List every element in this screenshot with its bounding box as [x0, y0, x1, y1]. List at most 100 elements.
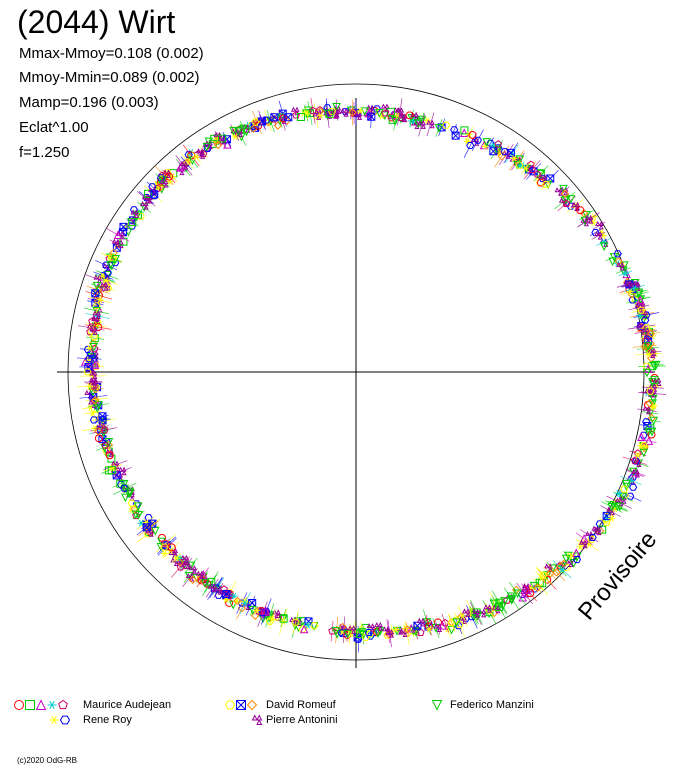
error-bar: [591, 231, 606, 240]
legend-marker: [59, 715, 71, 725]
data-point: [91, 289, 100, 298]
data-point: [385, 629, 395, 638]
data-point: [200, 579, 210, 588]
error-bar: [92, 427, 118, 434]
error-bar: [469, 606, 479, 624]
data-point: [392, 626, 400, 633]
data-point: [90, 333, 99, 341]
data-point: [105, 451, 114, 460]
axes: [57, 98, 655, 668]
error-bar: [641, 332, 661, 336]
error-bar: [205, 578, 219, 598]
data-point: [373, 629, 383, 639]
data-point: [160, 543, 169, 551]
data-point: [631, 457, 641, 465]
error-bar: [526, 162, 542, 180]
data-point: [642, 418, 651, 426]
error-bar: [84, 307, 110, 315]
error-bar: [84, 411, 102, 415]
data-point: [343, 629, 352, 639]
data-point: [274, 613, 283, 621]
data-point: [417, 120, 426, 129]
error-bar: [580, 537, 599, 552]
error-bar: [438, 118, 446, 137]
error-bar: [601, 501, 623, 513]
error-bar: [171, 553, 182, 563]
error-bar: [454, 612, 466, 638]
data-point: [459, 128, 469, 138]
data-point: [582, 210, 591, 220]
error-bar: [535, 567, 551, 584]
data-point: [614, 257, 623, 266]
data-point: [494, 140, 503, 148]
error-bar: [96, 414, 109, 418]
error-bar: [646, 385, 662, 388]
data-point: [150, 190, 159, 199]
data-point: [374, 621, 383, 631]
legend-marker: [25, 700, 35, 710]
data-point: [284, 113, 293, 122]
data-point: [512, 160, 522, 170]
chart-title: (2044) Wirt: [17, 4, 176, 40]
data-point: [650, 376, 659, 385]
data-point: [213, 140, 223, 150]
data-point: [338, 622, 347, 632]
data-point: [578, 539, 588, 549]
data-point: [196, 148, 205, 157]
error-bar: [633, 312, 660, 318]
data-point: [100, 426, 109, 434]
error-bar: [182, 144, 200, 167]
error-bar: [222, 131, 232, 147]
data-point: [572, 556, 582, 564]
error-bar: [627, 324, 656, 330]
data-point: [599, 242, 609, 252]
error-bar: [330, 620, 334, 642]
error-bar: [137, 191, 156, 207]
error-bar: [533, 582, 542, 593]
error-bar: [77, 385, 102, 388]
error-bar: [471, 129, 484, 152]
data-point: [180, 554, 190, 564]
data-point: [179, 160, 189, 170]
data-point: [366, 623, 376, 632]
error-bar: [605, 253, 623, 262]
data-point: [642, 324, 651, 332]
error-bar: [451, 123, 457, 136]
error-bar: [454, 617, 463, 635]
data-point: [648, 394, 658, 404]
data-point: [541, 181, 551, 189]
data-point: [188, 575, 198, 585]
error-bar: [261, 598, 272, 625]
legend-marker: [236, 700, 246, 710]
error-bar: [631, 307, 652, 313]
error-bar: [486, 137, 495, 150]
data-point: [99, 282, 109, 291]
data-point: [434, 124, 444, 133]
error-bar: [191, 150, 202, 164]
data-point: [234, 127, 243, 137]
error-bar: [418, 113, 426, 137]
error-bar: [87, 403, 110, 407]
error-bar: [441, 613, 449, 633]
data-point: [354, 635, 363, 643]
data-point: [631, 468, 640, 478]
data-point: [90, 396, 100, 405]
error-bar: [641, 438, 657, 444]
data-point: [620, 485, 629, 493]
data-point: [366, 630, 375, 638]
data-point: [622, 479, 631, 489]
legend-marker: [251, 714, 263, 725]
data-point: [639, 448, 649, 458]
error-bar: [249, 604, 256, 616]
data-point: [356, 107, 364, 115]
error-bar: [622, 456, 647, 465]
error-bar: [79, 395, 108, 399]
data-point: [634, 451, 642, 459]
data-point: [251, 611, 260, 620]
legend-marker: [49, 715, 59, 725]
legend-marker: [224, 700, 236, 710]
error-bar: [88, 296, 112, 304]
data-point: [629, 483, 638, 491]
error-bar: [84, 274, 111, 285]
data-point: [120, 484, 129, 492]
